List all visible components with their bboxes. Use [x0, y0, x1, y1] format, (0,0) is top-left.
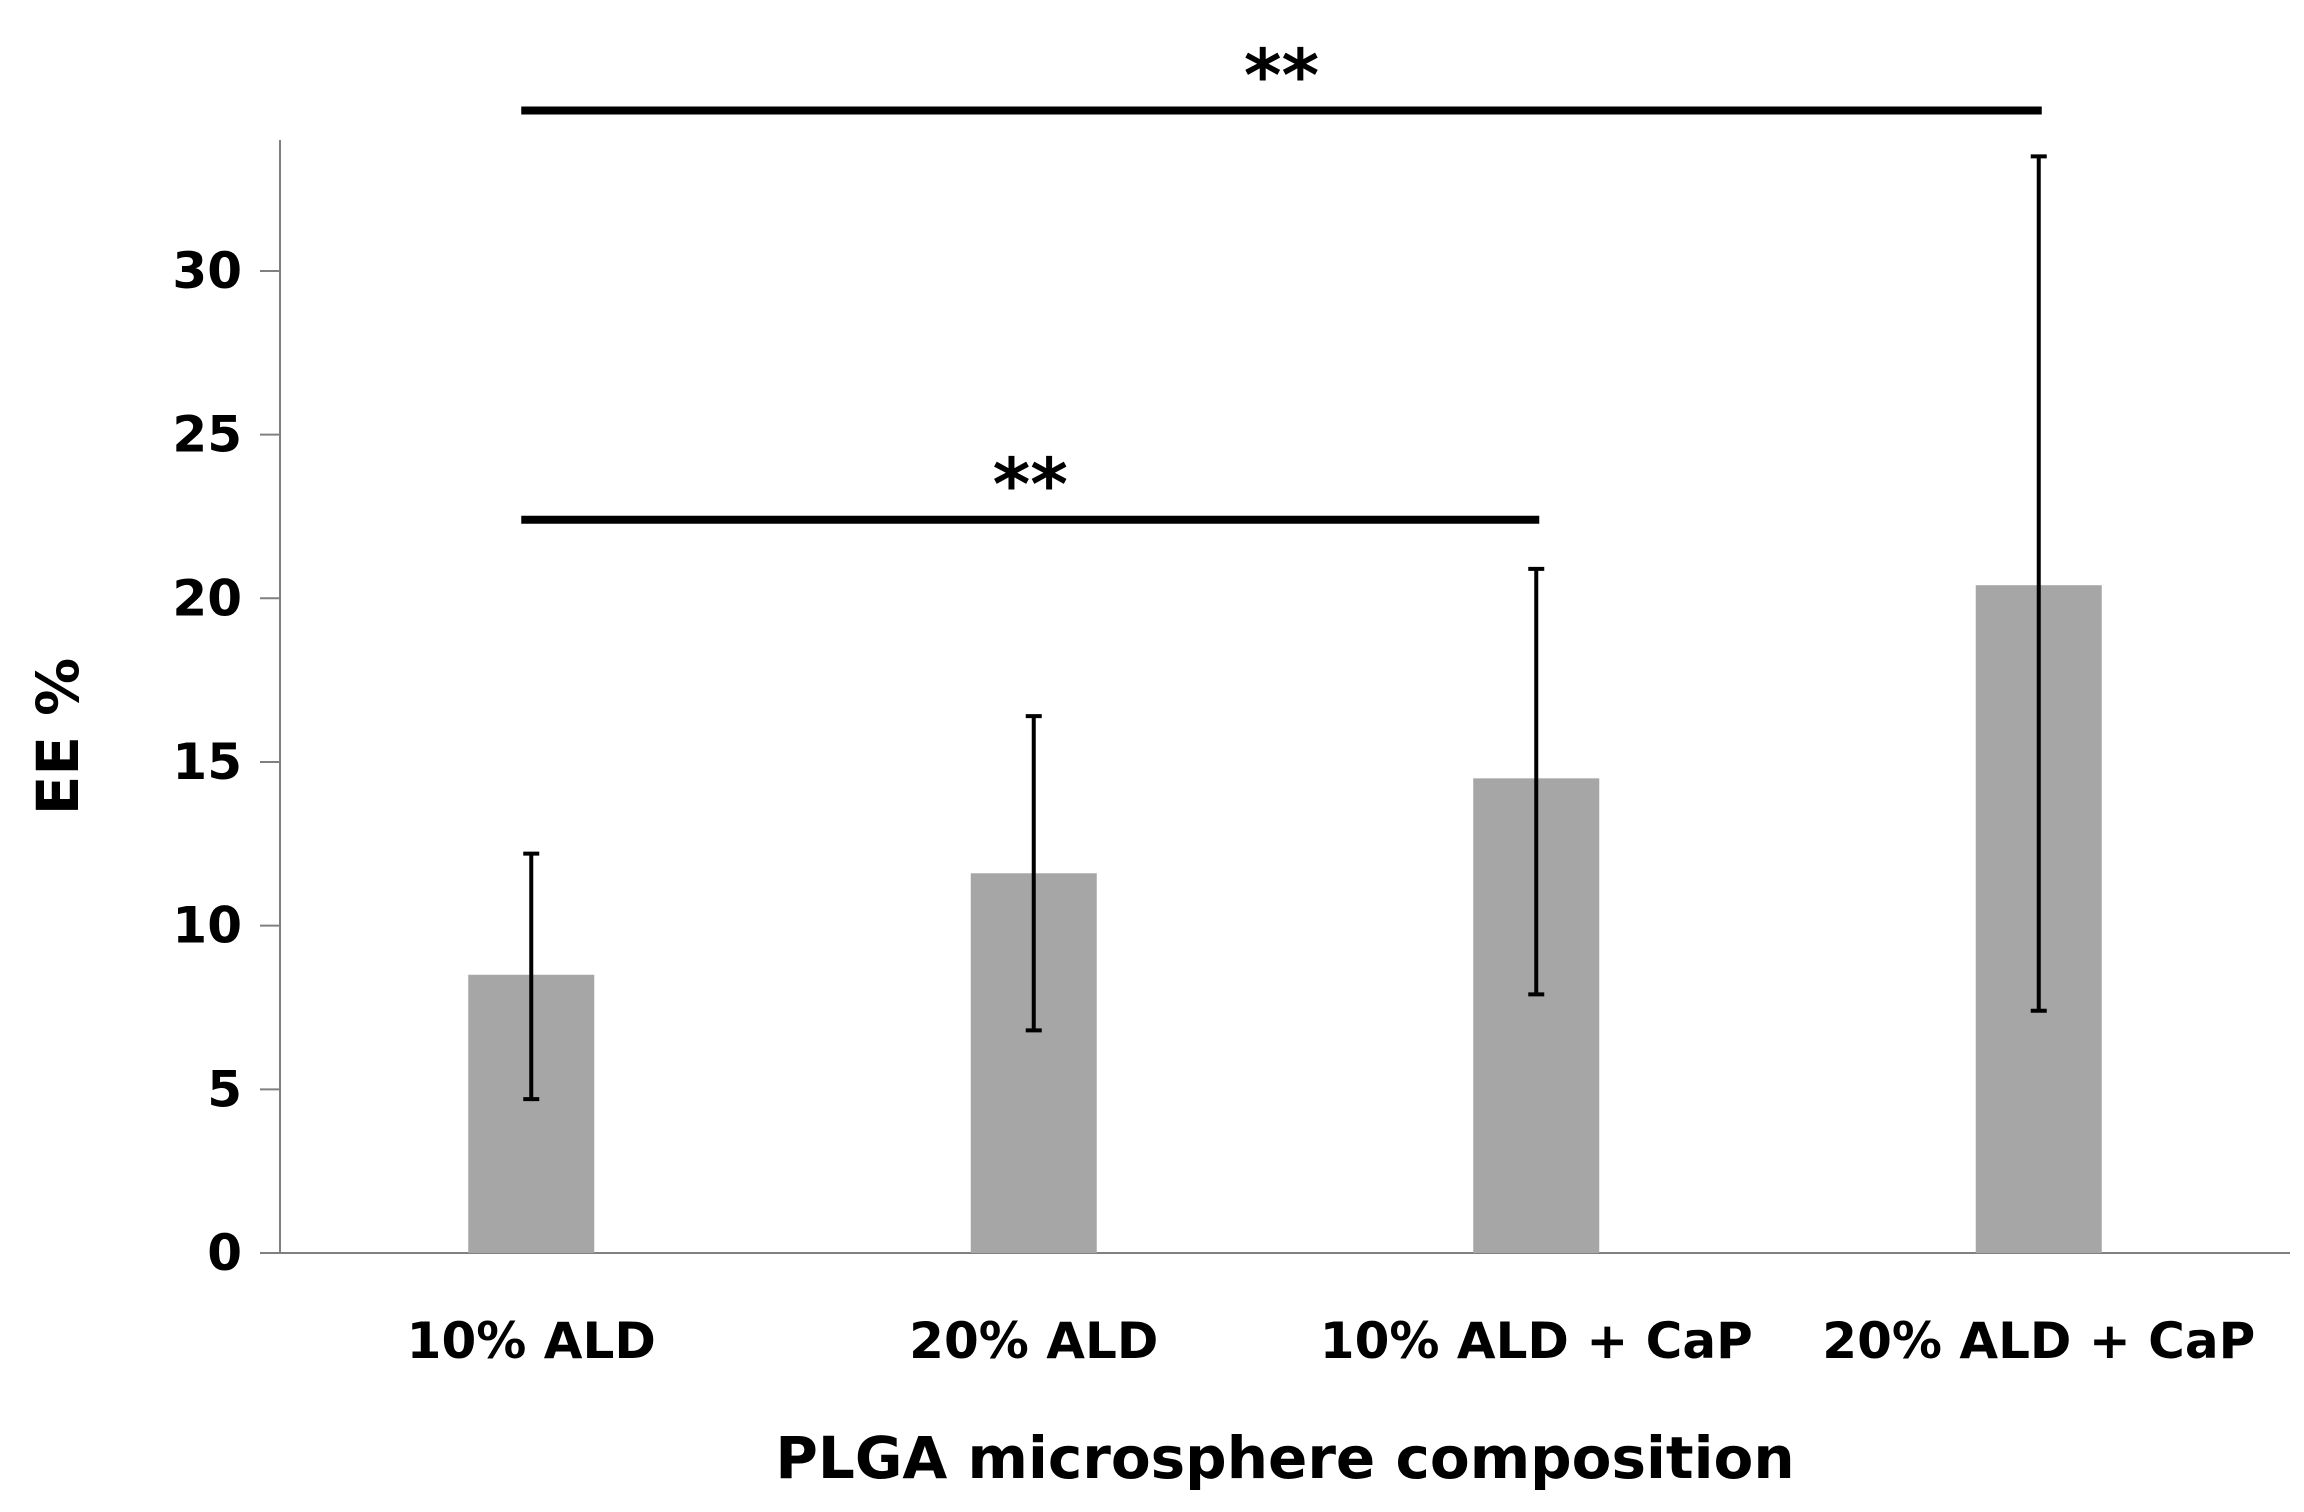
y-axis-ticks: 0 5 10 15 20 25 30	[172, 242, 280, 1282]
bars-group	[468, 585, 2102, 1253]
category-label: 20% ALD	[909, 1312, 1158, 1370]
significance-label: **	[1244, 34, 1319, 118]
category-label: 10% ALD + CaP	[1320, 1312, 1753, 1370]
y-axis-title: EE %	[24, 658, 92, 816]
error-bars-group	[523, 154, 2047, 1102]
y-tick-label: 25	[172, 406, 242, 464]
y-tick-label: 30	[172, 242, 242, 300]
x-axis-title: PLGA microsphere composition	[775, 1424, 1794, 1492]
category-label: 10% ALD	[407, 1312, 656, 1370]
significance-brackets: ** **	[521, 34, 2042, 527]
y-tick-label: 15	[172, 733, 242, 791]
y-tick-label: 5	[207, 1060, 242, 1118]
category-labels: 10% ALD 20% ALD 10% ALD + CaP 20% ALD + CaP	[407, 1312, 2256, 1370]
significance-label: **	[993, 443, 1068, 527]
category-label: 20% ALD + CaP	[1822, 1312, 2255, 1370]
y-tick-label: 0	[207, 1224, 242, 1282]
y-tick-label: 10	[172, 897, 242, 955]
y-tick-label: 20	[172, 569, 242, 627]
